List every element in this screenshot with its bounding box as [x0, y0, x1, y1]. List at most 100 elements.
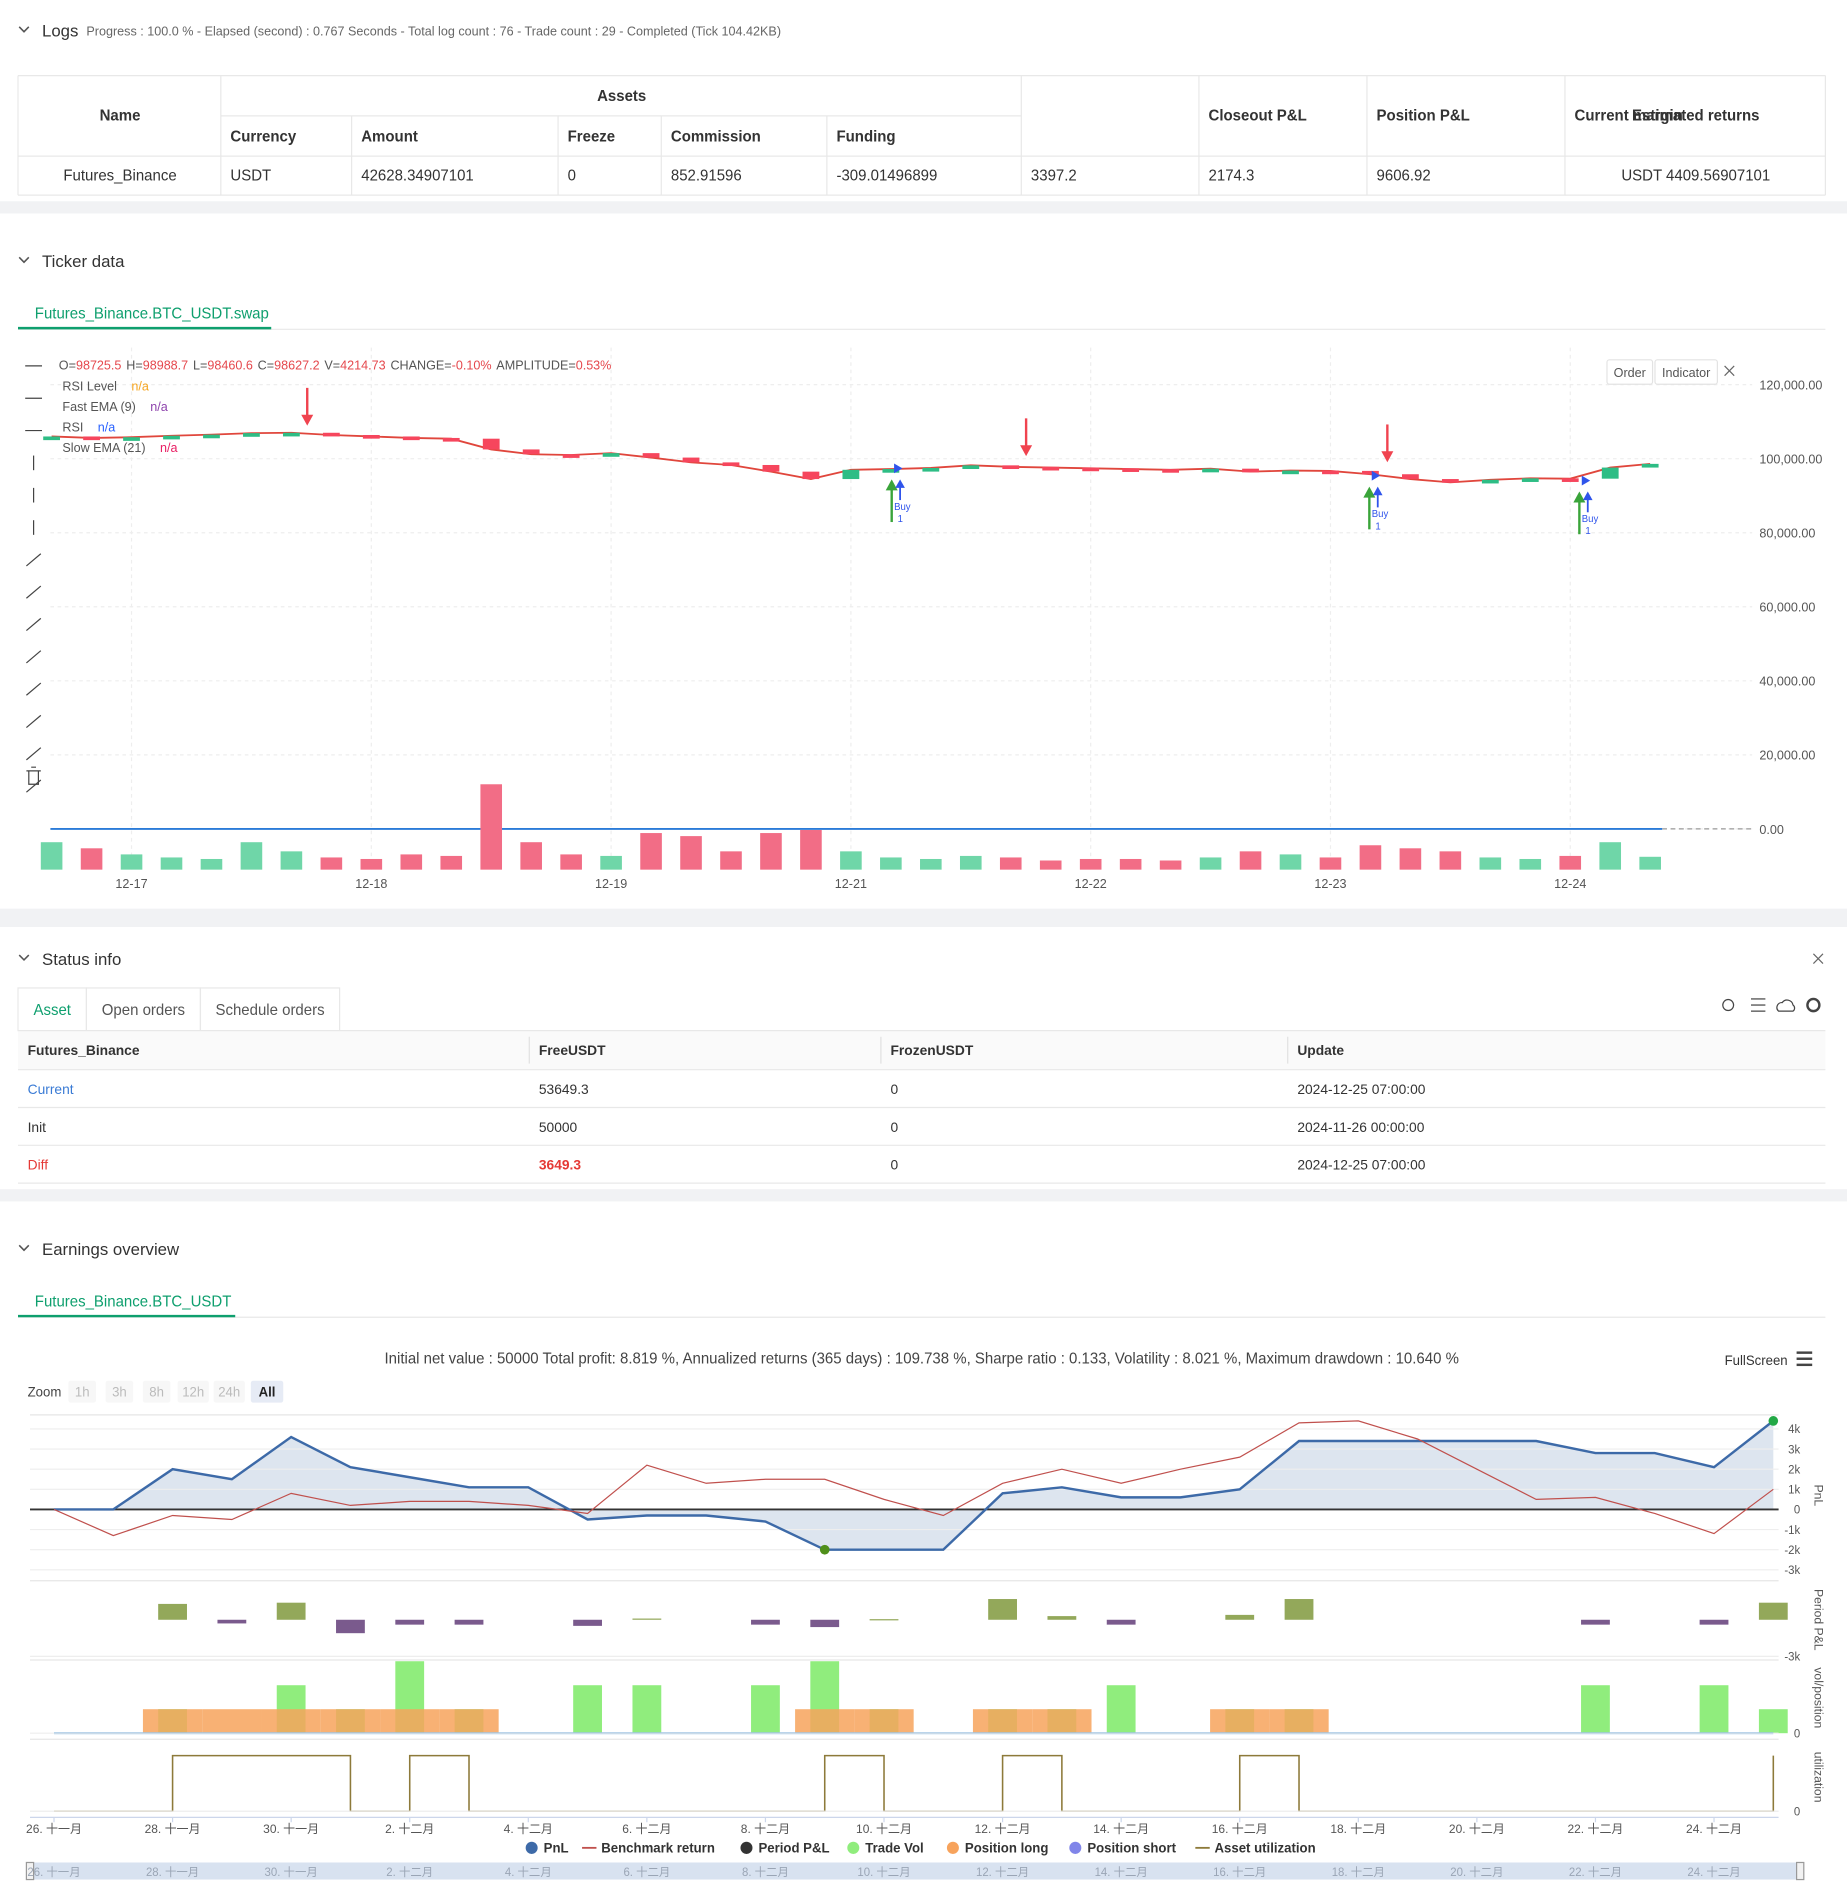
candle: [1042, 466, 1060, 471]
collapse-icon[interactable]: [18, 26, 30, 33]
column-header: Futures_Binance: [28, 1042, 140, 1058]
tool-icon: [26, 585, 42, 599]
cell: 0: [890, 1119, 898, 1135]
zoom-label[interactable]: 24h: [218, 1384, 240, 1399]
tab[interactable]: [17, 987, 88, 1032]
y-tick-label: -2k: [1784, 1545, 1800, 1557]
tab[interactable]: [199, 987, 341, 1032]
candle: [642, 453, 660, 458]
collapse-icon[interactable]: [18, 256, 30, 264]
period-bar: [336, 1619, 365, 1634]
buy-arrow-head: [1363, 486, 1376, 498]
candle: [562, 454, 580, 458]
trade-vol-bar: [1758, 1709, 1788, 1734]
volume-bar: [1239, 851, 1262, 870]
fullscreen-button[interactable]: FullScreen: [1725, 1353, 1788, 1368]
zoom-button[interactable]: [177, 1380, 209, 1403]
tab-label[interactable]: Schedule orders: [215, 1002, 325, 1019]
button[interactable]: [1654, 359, 1718, 385]
expand-icon[interactable]: [1812, 953, 1824, 964]
column-header: Assets: [597, 88, 646, 105]
navigator-handle[interactable]: [25, 1861, 35, 1881]
zoom-button[interactable]: [142, 1380, 171, 1403]
column-header: Freeze: [568, 128, 615, 145]
legend-label[interactable]: Period P&L: [758, 1841, 829, 1856]
settings-icon[interactable]: [1806, 997, 1821, 1013]
period-bar: [632, 1618, 662, 1620]
column-header: Closeout P&L: [1209, 108, 1307, 125]
candle: [1242, 468, 1259, 473]
period-bar: [1225, 1614, 1255, 1620]
button[interactable]: [1606, 359, 1654, 385]
expand-icon[interactable]: [1724, 365, 1735, 377]
candle: [43, 436, 61, 441]
ohlc-value: 98988.7: [143, 358, 189, 372]
candle: [1162, 469, 1180, 473]
volume-bar: [40, 842, 63, 870]
tab[interactable]: Futures_Binance.BTC_USDT.swap: [35, 305, 269, 322]
zoom-button[interactable]: [105, 1380, 134, 1403]
candle: [802, 471, 820, 480]
candle: [1002, 465, 1020, 470]
cell: 3397.2: [1031, 167, 1077, 184]
trash-icon[interactable]: [26, 766, 41, 785]
button-label[interactable]: Indicator: [1662, 366, 1711, 380]
log-summary: Progress : 100.0 % - Elapsed (second) : …: [86, 24, 781, 38]
position-long-bar: [380, 1709, 440, 1734]
indicator-value: n/a: [150, 400, 168, 414]
cell: 852.91596: [671, 167, 742, 184]
tab-label[interactable]: Open orders: [102, 1002, 186, 1019]
position-long-bar: [972, 1709, 1033, 1734]
zoom-label[interactable]: 8h: [149, 1384, 164, 1399]
zoom-label: Zoom: [28, 1384, 62, 1399]
x-tick-label: 12-22: [1075, 877, 1107, 891]
zoom-label[interactable]: 1h: [75, 1384, 90, 1399]
tab[interactable]: Futures_Binance.BTC_USDT: [35, 1293, 232, 1310]
legend-label[interactable]: Benchmark return: [601, 1841, 715, 1856]
sell-arrow-head: [1020, 445, 1033, 457]
legend-label[interactable]: Position long: [965, 1841, 1049, 1856]
navigator-label: 12. 十二月: [976, 1865, 1029, 1879]
benchmark-line: [53, 1420, 1774, 1537]
volume-bar: [80, 848, 103, 870]
cloud-icon[interactable]: [1776, 999, 1796, 1012]
zoom-button[interactable]: [68, 1380, 97, 1403]
legend-label[interactable]: Trade Vol: [865, 1841, 923, 1856]
zoom-label[interactable]: 12h: [182, 1384, 204, 1399]
signal-label: Buy: [1372, 509, 1389, 520]
volume-bar: [680, 836, 702, 870]
zoom-label[interactable]: All: [259, 1384, 276, 1399]
axis-title: vol/position: [1812, 1667, 1826, 1728]
zoom-button[interactable]: [250, 1380, 284, 1403]
collapse-icon[interactable]: [18, 1244, 30, 1252]
navigator-handle[interactable]: [1795, 1861, 1805, 1881]
collapse-icon[interactable]: [18, 954, 30, 962]
volume-bar: [920, 858, 942, 870]
volume-bar: [400, 854, 423, 870]
volume-bar: [640, 833, 662, 870]
x-tick-label: 22. 十二月: [1567, 1822, 1623, 1836]
x-tick-label: 24. 十二月: [1686, 1822, 1742, 1836]
legend-label[interactable]: Position short: [1087, 1841, 1176, 1856]
navigator-label: 28. 十一月: [146, 1865, 199, 1879]
volume-bar: [800, 830, 822, 870]
zoom-button[interactable]: [213, 1380, 245, 1403]
ohlc-key: C=: [258, 358, 274, 372]
volume-bar: [1119, 858, 1142, 870]
period-bar: [395, 1619, 425, 1625]
y-tick-label: -3k: [1784, 1652, 1800, 1664]
y-tick-label: 0: [1794, 1728, 1800, 1740]
button-label[interactable]: Order: [1614, 366, 1647, 380]
indicator-name: RSI Level: [62, 379, 117, 393]
tab-label[interactable]: Asset: [33, 1002, 71, 1019]
legend-label[interactable]: Asset utilization: [1215, 1841, 1316, 1856]
search-icon[interactable]: [1722, 998, 1735, 1012]
ohlc-key: O=: [59, 358, 76, 372]
cell: 9606.92: [1377, 167, 1431, 184]
zoom-label[interactable]: 3h: [112, 1384, 127, 1399]
signal-label: Buy: [1582, 514, 1599, 525]
cell: 0: [890, 1081, 898, 1097]
cell: 2024-11-26 00:00:00: [1297, 1119, 1424, 1135]
candle: [1521, 478, 1539, 482]
legend-label[interactable]: PnL: [544, 1841, 569, 1856]
